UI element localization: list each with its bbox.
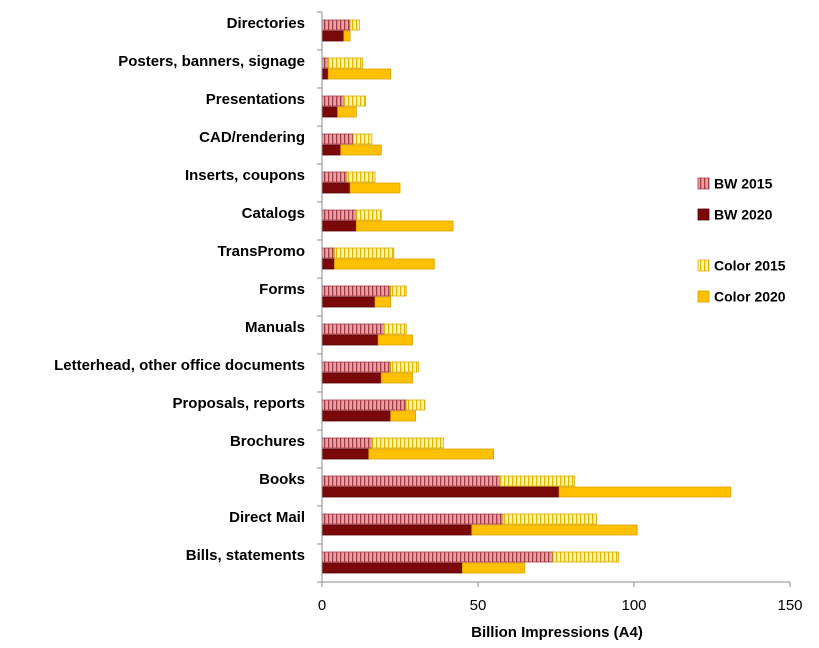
bar-color-2015-cad-rendering <box>352 133 373 145</box>
bar-bw-2020-direct-mail <box>321 524 473 536</box>
category-label-manuals: Manuals <box>245 319 305 336</box>
legend-swatch-color-2015 <box>697 259 710 272</box>
bar-bw-2020-presentations <box>321 106 339 118</box>
axes-layer <box>317 11 790 583</box>
bar-bw-2015-presentations <box>321 95 345 107</box>
bar-color-2020-posters-banners-signage <box>327 68 392 80</box>
bar-color-2015-forms <box>390 285 407 297</box>
bar-bw-2015-bills-statements <box>321 551 554 563</box>
legend-swatch-bw-2015 <box>697 177 710 190</box>
bar-color-2015-inserts-coupons <box>346 171 376 183</box>
bar-color-2020-transpromo <box>334 258 435 270</box>
category-label-direct-mail: Direct Mail <box>229 509 305 526</box>
bar-color-2020-cad-rendering <box>340 144 382 156</box>
bar-color-2015-books <box>499 475 576 487</box>
category-label-proposals-reports: Proposals, reports <box>172 395 305 412</box>
bar-color-2015-presentations <box>343 95 367 107</box>
bar-bw-2020-catalogs <box>321 220 357 232</box>
bar-color-2020-brochures <box>368 448 494 460</box>
legend-label-color-2015: Color 2015 <box>714 258 786 274</box>
bar-color-2020-presentations <box>337 106 357 118</box>
x-tick-label-0: 0 <box>318 597 326 614</box>
bar-bw-2020-posters-banners-signage <box>321 68 329 80</box>
bar-bw-2020-books <box>321 486 560 498</box>
bar-color-2020-catalogs <box>355 220 454 232</box>
bar-color-2015-transpromo <box>334 247 395 259</box>
bar-bw-2015-direct-mail <box>321 513 504 525</box>
category-label-directories: Directories <box>227 15 305 32</box>
bar-color-2020-directories <box>343 30 351 42</box>
bar-color-2015-catalogs <box>355 209 382 221</box>
bar-bw-2015-forms <box>321 285 392 297</box>
category-label-cad-rendering: CAD/rendering <box>199 129 305 146</box>
bar-bw-2015-letterhead-other-office-documents <box>321 361 392 373</box>
bar-color-2020-books <box>558 486 732 498</box>
bar-color-2015-posters-banners-signage <box>327 57 363 69</box>
category-label-forms: Forms <box>259 281 305 298</box>
x-tick-labels: 0 50 100 150 <box>318 582 803 614</box>
bar-color-2015-letterhead-other-office-documents <box>390 361 420 373</box>
bar-bw-2020-forms <box>321 296 376 308</box>
bar-bw-2020-manuals <box>321 334 379 346</box>
bar-bw-2015-directories <box>321 19 351 31</box>
category-label-transpromo: TransPromo <box>217 243 305 260</box>
bar-bw-2015-inserts-coupons <box>321 171 348 183</box>
x-tick-label-50: 50 <box>470 597 487 614</box>
category-label-books: Books <box>259 471 305 488</box>
category-label-brochures: Brochures <box>230 433 305 450</box>
bar-color-2020-bills-statements <box>461 562 526 574</box>
bar-bw-2020-transpromo <box>321 258 335 270</box>
category-labels: Directories Posters, banners, signage Pres… <box>54 15 305 564</box>
bar-bw-2015-posters-banners-signage <box>321 57 329 69</box>
bar-bw-2020-bills-statements <box>321 562 463 574</box>
legend-label-color-2020: Color 2020 <box>714 289 786 305</box>
bar-bw-2020-brochures <box>321 448 370 460</box>
bar-bw-2020-cad-rendering <box>321 144 342 156</box>
legend-swatch-color-2020 <box>697 290 710 303</box>
bar-bw-2020-inserts-coupons <box>321 182 351 194</box>
bar-color-2015-direct-mail <box>502 513 597 525</box>
bar-bw-2015-catalogs <box>321 209 357 221</box>
bar-color-2020-direct-mail <box>471 524 638 536</box>
bar-bw-2015-books <box>321 475 501 487</box>
bar-color-2015-brochures <box>371 437 445 449</box>
bar-bw-2015-transpromo <box>321 247 335 259</box>
x-tick-label-100: 100 <box>621 597 646 614</box>
bar-color-2020-forms <box>374 296 392 308</box>
bar-bw-2015-manuals <box>321 323 385 335</box>
legend-swatch-bw-2020 <box>697 208 710 221</box>
bar-color-2015-bills-statements <box>552 551 619 563</box>
bar-color-2015-proposals-reports <box>405 399 426 411</box>
category-label-bills-statements: Bills, statements <box>186 547 305 564</box>
bar-bw-2015-proposals-reports <box>321 399 407 411</box>
legend: BW 2015 BW 2020 Color 2015 Color 2020 <box>697 176 786 305</box>
bar-bw-2020-proposals-reports <box>321 410 392 422</box>
category-label-catalogs: Catalogs <box>242 205 305 222</box>
bar-bw-2020-directories <box>321 30 345 42</box>
x-axis-title: Billion Impressions (A4) <box>471 624 643 641</box>
bars-layer <box>321 19 732 574</box>
bar-color-2020-letterhead-other-office-documents <box>380 372 413 384</box>
legend-label-bw-2015: BW 2015 <box>714 176 773 192</box>
category-label-inserts-coupons: Inserts, coupons <box>185 167 305 184</box>
bar-bw-2015-cad-rendering <box>321 133 354 145</box>
bar-color-2015-manuals <box>383 323 407 335</box>
x-tick-label-150: 150 <box>777 597 802 614</box>
category-label-posters-banners-signage: Posters, banners, signage <box>118 53 305 70</box>
legend-label-bw-2020: BW 2020 <box>714 207 773 223</box>
bar-bw-2015-brochures <box>321 437 373 449</box>
category-label-presentations: Presentations <box>206 91 305 108</box>
category-label-letterhead-other-office-documents: Letterhead, other office documents <box>54 357 305 374</box>
bar-color-2015-directories <box>349 19 360 31</box>
bar-bw-2020-letterhead-other-office-documents <box>321 372 382 384</box>
bar-color-2020-inserts-coupons <box>349 182 401 194</box>
bar-color-2020-manuals <box>377 334 413 346</box>
bar-color-2020-proposals-reports <box>390 410 417 422</box>
